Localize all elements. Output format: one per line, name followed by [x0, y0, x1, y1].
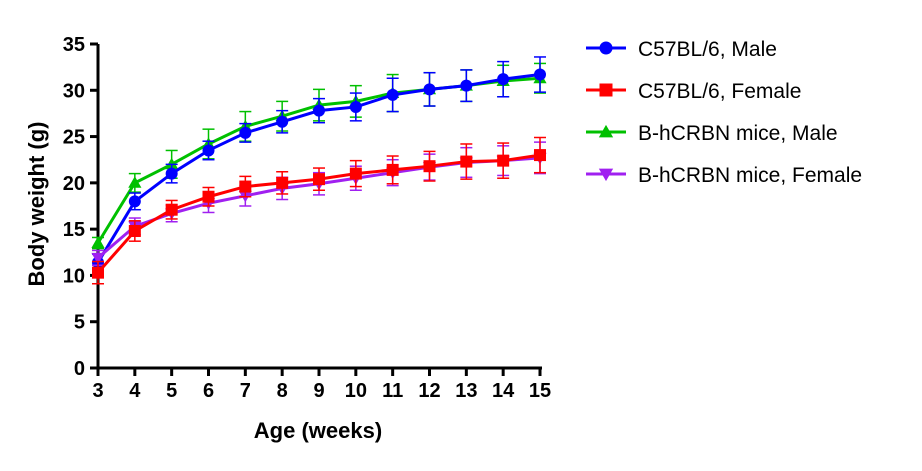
- series-2: [92, 136, 546, 285]
- data-point: [497, 154, 510, 167]
- data-point: [349, 167, 362, 180]
- data-point: [386, 88, 399, 101]
- legend-label: B-hCRBN mice, Male: [638, 122, 838, 145]
- x-tick-label: 9: [313, 380, 324, 402]
- data-point: [91, 252, 105, 265]
- legend-item: B-hCRBN mice, Female: [586, 164, 862, 187]
- data-point: [239, 180, 252, 193]
- y-tick-label: 15: [63, 219, 85, 241]
- legend-marker: [599, 41, 613, 55]
- y-tick-label: 5: [74, 312, 85, 334]
- data-point: [128, 176, 142, 188]
- series-1: [92, 56, 546, 272]
- data-point: [202, 144, 215, 157]
- data-point: [202, 190, 215, 203]
- data-point: [92, 266, 104, 279]
- x-tick-label: 14: [492, 380, 515, 402]
- y-tick-label: 25: [63, 127, 85, 149]
- data-point: [497, 73, 510, 86]
- legend-marker: [598, 124, 614, 138]
- data-point: [128, 224, 141, 237]
- x-tick-label: 4: [129, 380, 141, 402]
- data-point: [313, 104, 325, 117]
- y-axis-title: Body weight (g): [24, 122, 49, 287]
- data-point: [91, 236, 105, 248]
- x-tick-label: 3: [92, 380, 103, 402]
- y-tick-label: 30: [63, 80, 85, 102]
- data-point: [165, 203, 178, 216]
- x-tick-label: 11: [382, 380, 403, 402]
- series-3: [91, 62, 547, 250]
- data-point: [276, 176, 289, 189]
- x-tick-label: 12: [418, 380, 440, 402]
- x-tick-label: 8: [277, 380, 288, 402]
- x-tick-label: 13: [455, 380, 477, 402]
- data-point: [276, 115, 289, 128]
- x-axis-title: Age (weeks): [254, 418, 382, 443]
- x-tick-label: 15: [529, 380, 551, 402]
- data-point: [386, 163, 399, 176]
- data-point: [423, 83, 436, 96]
- x-tick-label: 6: [203, 380, 214, 402]
- series-layer: [91, 56, 547, 285]
- y-tick-label: 10: [63, 265, 85, 287]
- legend-label: C57BL/6, Female: [638, 80, 801, 103]
- x-tick-label: 5: [166, 380, 177, 402]
- legend: C57BL/6, Male C57BL/6, Female B-hCRBN mice…: [586, 38, 862, 187]
- x-tick-label: 7: [240, 380, 251, 402]
- data-point: [460, 155, 473, 168]
- data-point: [165, 167, 178, 180]
- legend-marker: [599, 83, 613, 97]
- data-point: [239, 126, 252, 139]
- data-point: [349, 100, 362, 113]
- y-tick-label: 20: [63, 173, 85, 195]
- data-point: [313, 173, 325, 186]
- y-tick-label: 0: [74, 358, 85, 380]
- axes: 0 5 10 15 20 25 30 35 3 4 5 6 7 8 9 10 11 12 13 14 15: [63, 34, 551, 402]
- data-point: [460, 79, 473, 92]
- x-tick-label: 10: [345, 380, 367, 402]
- data-point: [165, 157, 179, 170]
- legend-label: C57BL/6, Male: [638, 38, 777, 61]
- legend-item: B-hCRBN mice, Male: [586, 122, 838, 145]
- data-point: [128, 195, 141, 208]
- y-tick-label: 35: [63, 34, 85, 56]
- data-point: [534, 149, 546, 162]
- legend-marker: [598, 168, 614, 182]
- legend-item: C57BL/6, Female: [586, 80, 801, 103]
- data-point: [423, 160, 436, 173]
- legend-label: B-hCRBN mice, Female: [638, 164, 862, 187]
- legend-item: C57BL/6, Male: [586, 38, 777, 61]
- data-point: [534, 68, 546, 81]
